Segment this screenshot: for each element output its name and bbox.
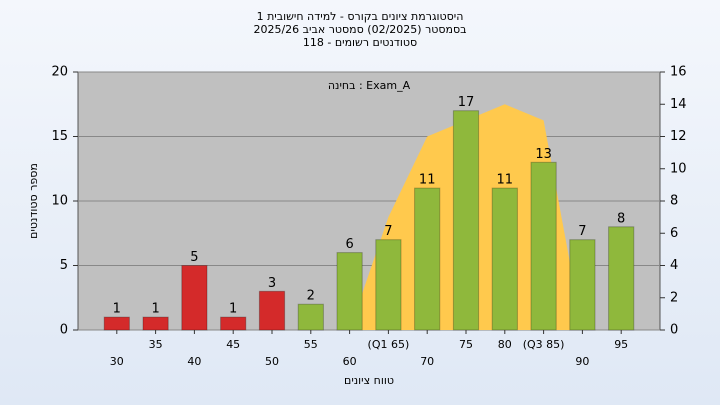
bar	[414, 187, 441, 331]
data-label: 11	[497, 173, 514, 188]
x-tick-label: 55	[304, 338, 318, 351]
y-tick-label: 5	[60, 258, 68, 273]
bar	[452, 110, 480, 331]
y2-tick-label: 14	[670, 97, 687, 112]
data-label: 1	[151, 302, 159, 317]
chart-subtitle: סטודנטים רשומים - 118	[303, 36, 417, 49]
y2-tick-label: 10	[670, 161, 687, 176]
bar	[103, 316, 130, 331]
y2-tick-label: 16	[670, 65, 687, 80]
y2-tick-label: 2	[670, 290, 678, 305]
x-tick-label: 50	[265, 355, 279, 368]
data-label: 8	[617, 211, 625, 226]
data-label: 17	[458, 95, 475, 110]
x-tick-label: 90	[575, 355, 589, 368]
annotation: בחינה : Exam_A	[328, 79, 411, 92]
y-tick-label: 0	[60, 323, 68, 338]
x-tick-label: 40	[187, 355, 201, 368]
bar	[608, 226, 635, 331]
data-label: 7	[578, 224, 586, 239]
y2-tick-label: 6	[670, 226, 678, 241]
x-tick-label: 80	[498, 338, 512, 351]
x-tick-label: 70	[420, 355, 434, 368]
bar	[375, 239, 402, 331]
y2-tick-label: 4	[670, 258, 678, 273]
y-axis-label: מספר סטודנטים	[27, 163, 40, 239]
y2-tick-label: 8	[670, 194, 678, 209]
bar	[491, 187, 518, 331]
y-tick-label: 10	[51, 194, 68, 209]
chart-title: היסטוגרמת ציונים בקורס - למידה חישובית 1	[257, 10, 464, 23]
y2-tick-label: 0	[670, 323, 678, 338]
y-tick-label: 15	[51, 129, 68, 144]
x-axis-label: טווח ציונים	[344, 374, 394, 387]
data-label: 7	[384, 224, 392, 239]
x-tick-label: (Q1 65)	[368, 338, 410, 351]
bar	[142, 316, 169, 331]
x-tick-label: 95	[614, 338, 628, 351]
bar	[220, 316, 247, 331]
x-tick-label: 30	[110, 355, 124, 368]
data-label: 5	[190, 250, 198, 265]
data-label: 6	[345, 237, 353, 252]
y-tick-label: 20	[51, 65, 68, 80]
data-label: 11	[419, 173, 436, 188]
x-tick-label: 75	[459, 338, 473, 351]
bar	[336, 252, 363, 331]
x-tick-label: (Q3 85)	[523, 338, 565, 351]
chart-subtitle: בסמסטר (02/2025) סמסטר אביב 2025/26	[253, 23, 466, 36]
bar	[181, 265, 208, 331]
bar	[569, 239, 596, 331]
data-label: 3	[268, 276, 276, 291]
bar	[258, 290, 286, 331]
x-tick-label: 45	[226, 338, 240, 351]
data-label: 1	[229, 302, 237, 317]
bar	[297, 303, 324, 331]
x-tick-label: 60	[343, 355, 357, 368]
data-label: 2	[307, 289, 315, 304]
x-tick-label: 35	[149, 338, 163, 351]
y2-tick-label: 12	[670, 129, 687, 144]
bar	[530, 161, 557, 331]
data-label: 1	[113, 302, 121, 317]
data-label: 13	[535, 147, 552, 162]
